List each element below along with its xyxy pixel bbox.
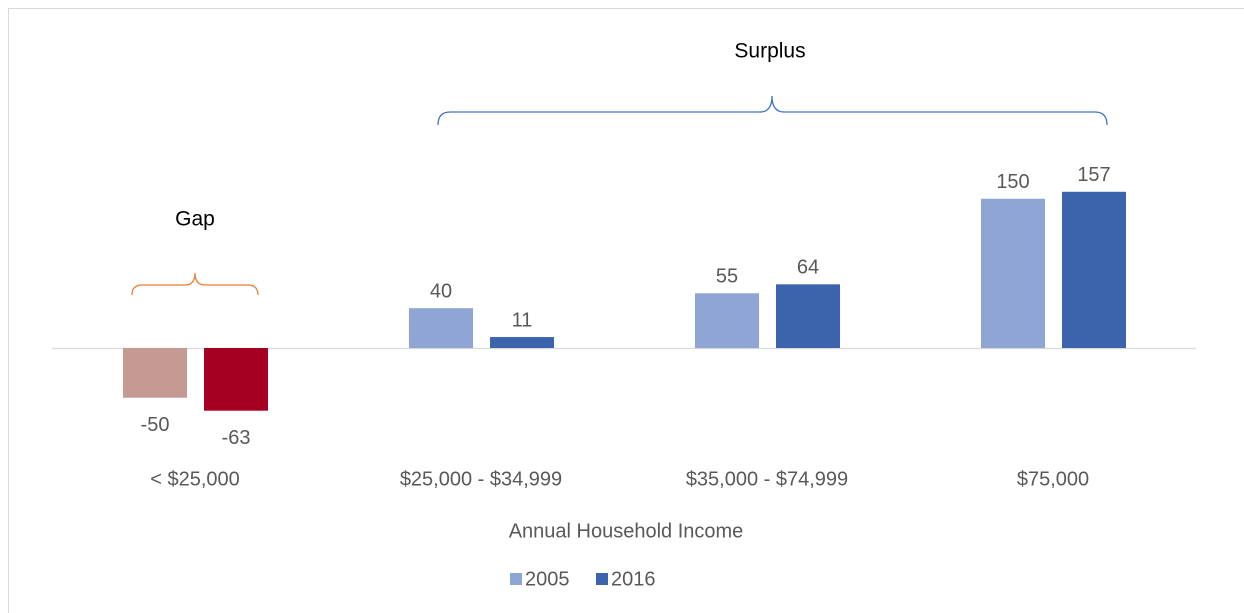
x-tick-label: $25,000 - $34,999: [400, 468, 562, 490]
bar: [981, 198, 1045, 348]
data-label: 40: [430, 280, 452, 302]
bar: [1062, 191, 1126, 348]
data-label: 150: [996, 171, 1029, 193]
data-label: -50: [141, 414, 170, 436]
x-tick-label: < $25,000: [150, 468, 240, 490]
bar: [123, 348, 187, 398]
legend-swatch: [510, 573, 522, 585]
data-label: 64: [797, 257, 819, 279]
legend-swatch: [596, 573, 608, 585]
annotation: Gap: [175, 208, 215, 231]
gap-brace: [131, 272, 259, 296]
legend-label: 2016: [611, 568, 656, 590]
surplus-brace: [437, 95, 1108, 126]
data-label: -63: [222, 427, 251, 449]
data-label: 55: [716, 266, 738, 288]
annotation: Surplus: [734, 40, 805, 63]
chart-frame: [8, 8, 1244, 613]
bar: [204, 348, 268, 411]
bar: [695, 293, 759, 348]
bar: [776, 284, 840, 348]
data-label: 157: [1077, 164, 1110, 186]
x-tick-label: $75,000: [1017, 468, 1089, 490]
bar: [490, 337, 554, 348]
data-label: 11: [512, 309, 533, 331]
x-axis-title: Annual Household Income: [509, 520, 744, 542]
legend-label: 2005: [525, 568, 570, 590]
bar: [409, 308, 473, 348]
x-tick-label: $35,000 - $74,999: [686, 468, 848, 490]
